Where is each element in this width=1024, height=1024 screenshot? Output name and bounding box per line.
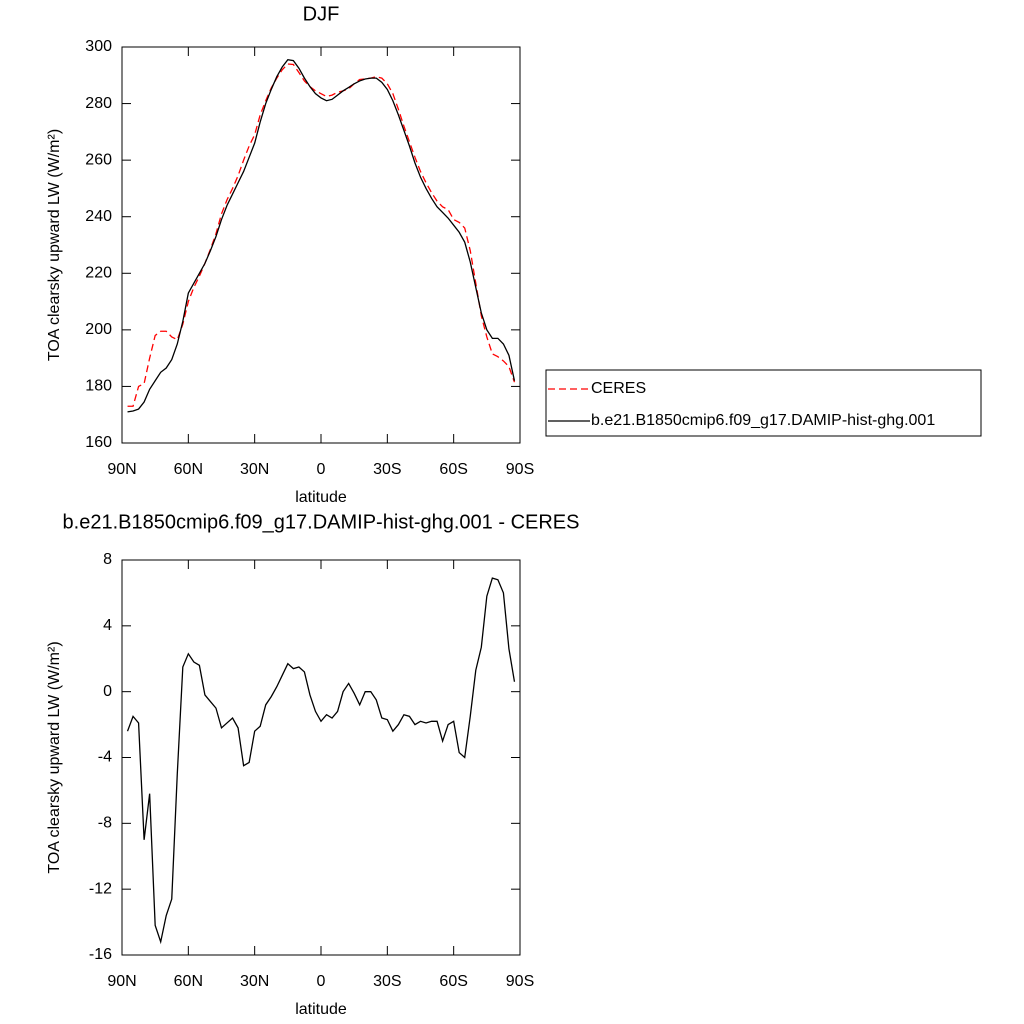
data-line xyxy=(126,577,516,945)
data-line xyxy=(127,63,516,407)
y-tick-label: 200 xyxy=(85,321,112,338)
plot-frame xyxy=(121,46,521,444)
y-axis-label: TOA clearsky upward LW (W/m²) xyxy=(46,641,63,873)
x-tick-label: 90S xyxy=(506,973,534,990)
y-axis-label: TOA clearsky upward LW (W/m²) xyxy=(46,129,63,361)
y-tick-label: -16 xyxy=(89,946,112,963)
y-tick-label: 180 xyxy=(85,378,112,395)
x-tick-label: 30N xyxy=(240,973,269,990)
x-axis-label: latitude xyxy=(295,1001,347,1018)
y-tick-label: 4 xyxy=(103,617,112,634)
legend-box xyxy=(545,369,982,437)
x-tick-label: 60S xyxy=(439,973,467,990)
x-tick-label: 90N xyxy=(107,461,136,478)
y-tick-label: -4 xyxy=(98,749,112,766)
y-tick-label: -8 xyxy=(98,815,112,832)
x-tick-label: 30N xyxy=(240,461,269,478)
x-tick-label: 60S xyxy=(439,461,467,478)
x-tick-label: 0 xyxy=(317,973,326,990)
x-tick-label: 0 xyxy=(317,461,326,478)
y-tick-label: 240 xyxy=(85,208,112,225)
x-axis-label: latitude xyxy=(295,489,347,506)
x-tick-label: 30S xyxy=(373,461,401,478)
y-tick-label: 280 xyxy=(85,95,112,112)
chart-title: b.e21.B1850cmip6.f09_g17.DAMIP-hist-ghg.… xyxy=(63,511,580,533)
x-tick-label: 90S xyxy=(506,461,534,478)
x-tick-label: 60N xyxy=(174,973,203,990)
x-tick-label: 30S xyxy=(373,973,401,990)
legend-label: CERES xyxy=(591,380,646,397)
legend-label: b.e21.B1850cmip6.f09_g17.DAMIP-hist-ghg.… xyxy=(591,412,935,429)
y-tick-label: 0 xyxy=(103,683,112,700)
y-tick-label: 220 xyxy=(85,265,112,282)
y-tick-label: 160 xyxy=(85,434,112,451)
data-line xyxy=(127,59,516,413)
chart-title: DJF xyxy=(303,3,340,25)
x-tick-label: 90N xyxy=(107,973,136,990)
y-tick-label: -12 xyxy=(89,880,112,897)
y-tick-label: 8 xyxy=(103,551,112,568)
y-tick-label: 260 xyxy=(85,151,112,168)
plot-frame xyxy=(121,559,521,956)
y-tick-label: 300 xyxy=(85,38,112,55)
x-tick-label: 60N xyxy=(174,461,203,478)
